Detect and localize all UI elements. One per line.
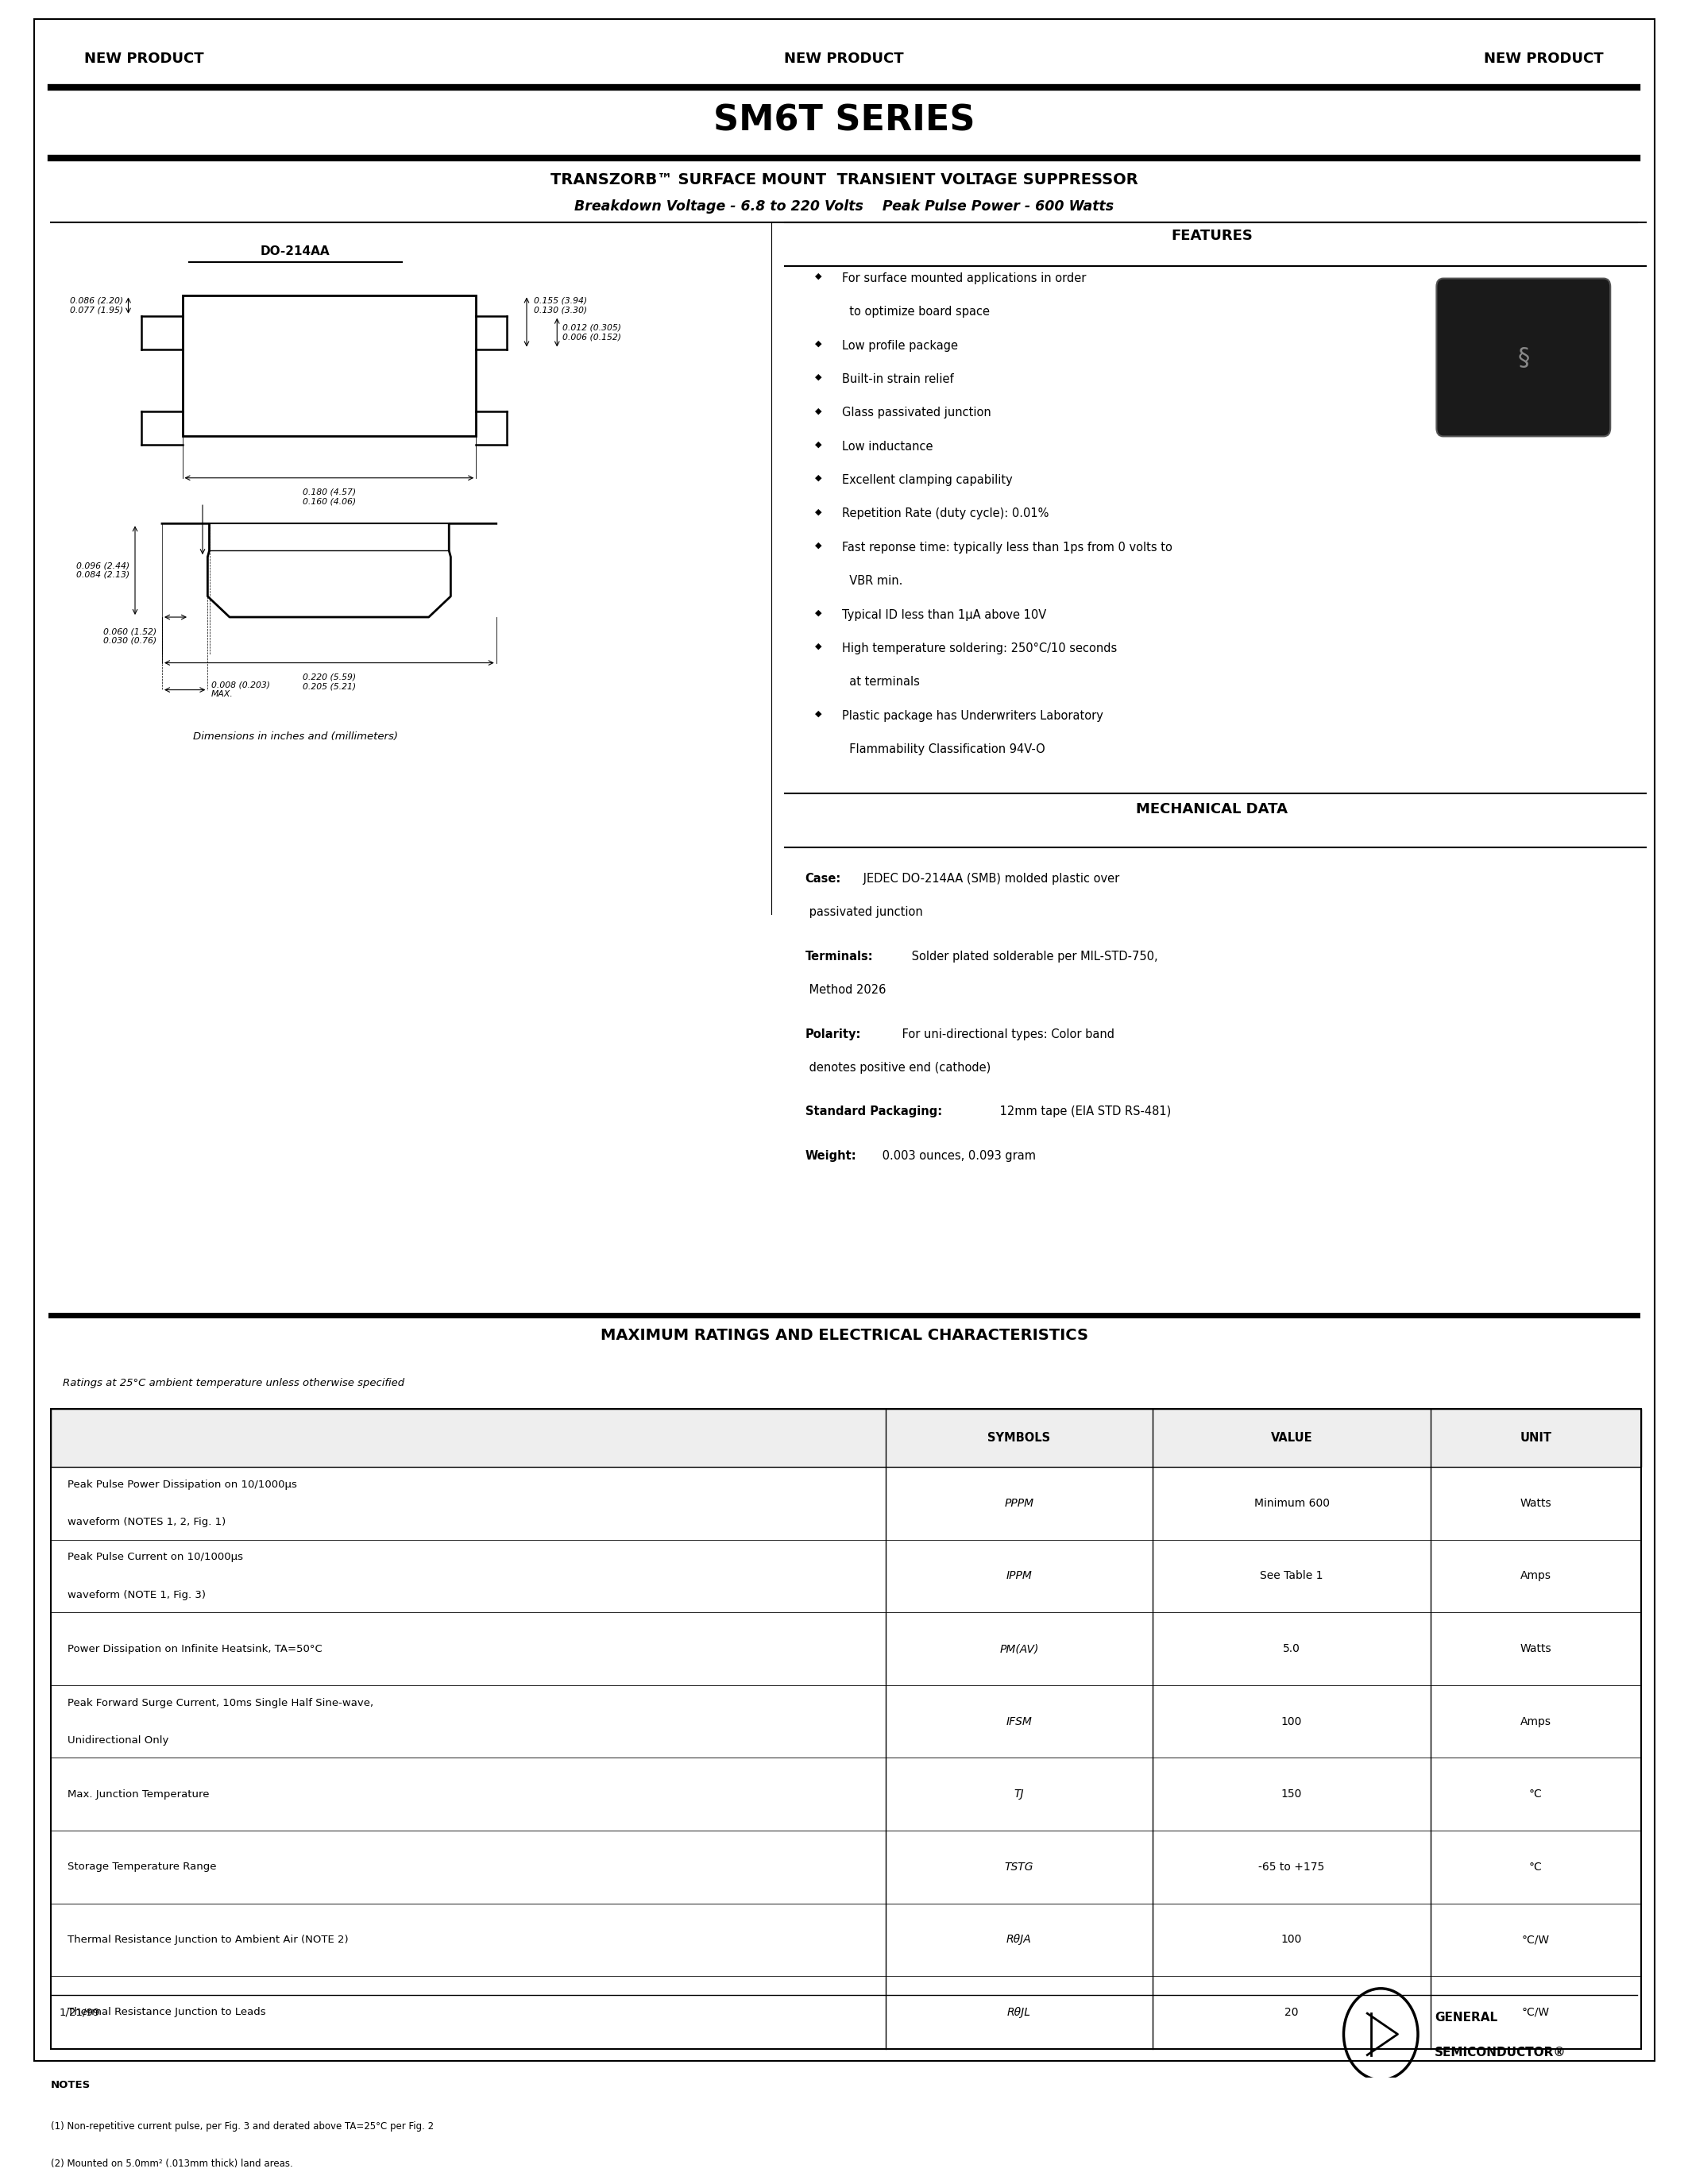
Text: Thermal Resistance Junction to Leads: Thermal Resistance Junction to Leads [68,2007,265,2018]
Text: Plastic package has Underwriters Laboratory: Plastic package has Underwriters Laborat… [842,710,1104,721]
Text: Terminals:: Terminals: [805,950,873,963]
Text: Unidirectional Only: Unidirectional Only [68,1734,169,1745]
Text: 20: 20 [1285,2007,1298,2018]
Text: 100: 100 [1281,1935,1301,1946]
Text: Breakdown Voltage - 6.8 to 220 Volts    Peak Pulse Power - 600 Watts: Breakdown Voltage - 6.8 to 220 Volts Pea… [574,199,1114,214]
Text: TRANSZORB™ SURFACE MOUNT  TRANSIENT VOLTAGE SUPPRESSOR: TRANSZORB™ SURFACE MOUNT TRANSIENT VOLTA… [550,173,1138,188]
Text: IPPM: IPPM [1006,1570,1031,1581]
Text: Polarity:: Polarity: [805,1029,861,1040]
Text: Peak Pulse Power Dissipation on 10/1000μs: Peak Pulse Power Dissipation on 10/1000μ… [68,1479,297,1489]
Text: RθJA: RθJA [1006,1935,1031,1946]
Text: PPPM: PPPM [1004,1498,1033,1509]
Text: Amps: Amps [1521,1570,1551,1581]
Text: 5.0: 5.0 [1283,1642,1300,1653]
Text: PM(AV): PM(AV) [999,1642,1038,1653]
Text: 12mm tape (EIA STD RS-481): 12mm tape (EIA STD RS-481) [996,1105,1171,1118]
Text: ◆: ◆ [815,273,822,280]
Text: °C: °C [1529,1861,1543,1872]
Text: 0.012 (0.305)
0.006 (0.152): 0.012 (0.305) 0.006 (0.152) [562,323,621,341]
Text: Power Dissipation on Infinite Heatsink, TA=50°C: Power Dissipation on Infinite Heatsink, … [68,1645,322,1653]
Text: 0.008 (0.203)
MAX.: 0.008 (0.203) MAX. [211,681,270,699]
Text: °C: °C [1529,1789,1543,1800]
Text: JEDEC DO-214AA (SMB) molded plastic over: JEDEC DO-214AA (SMB) molded plastic over [859,874,1119,885]
Text: ◆: ◆ [815,373,822,382]
Bar [182,295,476,437]
Text: 150: 150 [1281,1789,1301,1800]
Text: Built-in strain relief: Built-in strain relief [842,373,954,384]
Text: SM6T SERIES: SM6T SERIES [712,105,976,138]
Text: UNIT: UNIT [1519,1433,1551,1444]
Text: °C/W: °C/W [1523,2007,1550,2018]
Text: TSTG: TSTG [1004,1861,1033,1872]
Text: Watts: Watts [1521,1498,1551,1509]
Text: Minimum 600: Minimum 600 [1254,1498,1330,1509]
Text: FEATURES: FEATURES [1171,229,1252,242]
Text: ◆: ◆ [815,474,822,483]
Text: Solder plated solderable per MIL-STD-750,: Solder plated solderable per MIL-STD-750… [908,950,1158,963]
Text: 0.060 (1.52)
0.030 (0.76): 0.060 (1.52) 0.030 (0.76) [103,627,157,644]
Text: Standard Packaging:: Standard Packaging: [805,1105,942,1118]
Text: Max. Junction Temperature: Max. Junction Temperature [68,1789,209,1800]
Text: 0.096 (2.44)
0.084 (2.13): 0.096 (2.44) 0.084 (2.13) [76,561,130,579]
Text: §: § [1518,345,1529,369]
Text: waveform (NOTES 1, 2, Fig. 1): waveform (NOTES 1, 2, Fig. 1) [68,1518,226,1527]
Text: Flammability Classification 94V-O: Flammability Classification 94V-O [842,743,1045,756]
Text: Peak Forward Surge Current, 10ms Single Half Sine-wave,: Peak Forward Surge Current, 10ms Single … [68,1697,373,1708]
Text: Case:: Case: [805,874,841,885]
Text: IFSM: IFSM [1006,1717,1031,1728]
Text: NEW PRODUCT: NEW PRODUCT [785,52,903,66]
Text: Low profile package: Low profile package [842,339,959,352]
Text: ◆: ◆ [815,642,822,651]
Bar [51,1409,1641,1468]
Text: Storage Temperature Range: Storage Temperature Range [68,1861,216,1872]
Text: ◆: ◆ [815,339,822,347]
Text: SEMICONDUCTOR®: SEMICONDUCTOR® [1435,2046,1566,2060]
Text: ◆: ◆ [815,406,822,415]
Text: RθJL: RθJL [1008,2007,1031,2018]
Text: denotes positive end (cathode): denotes positive end (cathode) [805,1061,991,1075]
Text: 0.003 ounces, 0.093 gram: 0.003 ounces, 0.093 gram [879,1149,1036,1162]
FancyBboxPatch shape [1436,277,1610,437]
Text: ◆: ◆ [815,542,822,550]
Text: VBR min.: VBR min. [842,574,903,587]
Text: -65 to +175: -65 to +175 [1259,1861,1325,1872]
Text: Thermal Resistance Junction to Ambient Air (NOTE 2): Thermal Resistance Junction to Ambient A… [68,1935,348,1944]
Text: Dimensions in inches and (millimeters): Dimensions in inches and (millimeters) [192,732,398,743]
Text: Fast reponse time: typically less than 1ps from 0 volts to: Fast reponse time: typically less than 1… [842,542,1173,553]
Text: NEW PRODUCT: NEW PRODUCT [1484,52,1604,66]
Text: DO-214AA: DO-214AA [260,245,331,258]
Text: For surface mounted applications in order: For surface mounted applications in orde… [842,273,1087,284]
Text: 0.086 (2.20)
0.077 (1.95): 0.086 (2.20) 0.077 (1.95) [69,297,123,314]
Text: passivated junction: passivated junction [805,906,923,917]
Text: TJ: TJ [1014,1789,1025,1800]
Text: 100: 100 [1281,1717,1301,1728]
Text: MAXIMUM RATINGS AND ELECTRICAL CHARACTERISTICS: MAXIMUM RATINGS AND ELECTRICAL CHARACTER… [601,1328,1087,1343]
Text: ◆: ◆ [815,509,822,515]
Text: GENERAL: GENERAL [1435,2011,1497,2022]
Text: ◆: ◆ [815,441,822,448]
Text: at terminals: at terminals [842,677,920,688]
Text: Repetition Rate (duty cycle): 0.01%: Repetition Rate (duty cycle): 0.01% [842,509,1050,520]
Text: See Table 1: See Table 1 [1261,1570,1323,1581]
Text: 0.220 (5.59)
0.205 (5.21): 0.220 (5.59) 0.205 (5.21) [302,673,356,690]
Text: ◆: ◆ [815,609,822,616]
Text: NOTES: NOTES [51,2079,91,2090]
Text: ◆: ◆ [815,710,822,719]
Text: Low inductance: Low inductance [842,441,933,452]
Text: Glass passivated junction: Glass passivated junction [842,406,991,419]
Text: Weight:: Weight: [805,1149,856,1162]
Text: VALUE: VALUE [1271,1433,1313,1444]
Text: NEW PRODUCT: NEW PRODUCT [84,52,204,66]
Text: waveform (NOTE 1, Fig. 3): waveform (NOTE 1, Fig. 3) [68,1590,206,1601]
Bar [51,1409,1641,2049]
Text: Peak Pulse Current on 10/1000μs: Peak Pulse Current on 10/1000μs [68,1553,243,1562]
Text: Excellent clamping capability: Excellent clamping capability [842,474,1013,487]
Text: 0.180 (4.57)
0.160 (4.06): 0.180 (4.57) 0.160 (4.06) [302,489,356,505]
Text: Amps: Amps [1521,1717,1551,1728]
Text: 1/21/99: 1/21/99 [59,2007,100,2018]
Text: For uni-directional types: Color band: For uni-directional types: Color band [898,1029,1114,1040]
Text: High temperature soldering: 250°C/10 seconds: High temperature soldering: 250°C/10 sec… [842,642,1117,655]
Text: SYMBOLS: SYMBOLS [987,1433,1050,1444]
Text: Watts: Watts [1521,1642,1551,1653]
Text: °C/W: °C/W [1523,1935,1550,1946]
